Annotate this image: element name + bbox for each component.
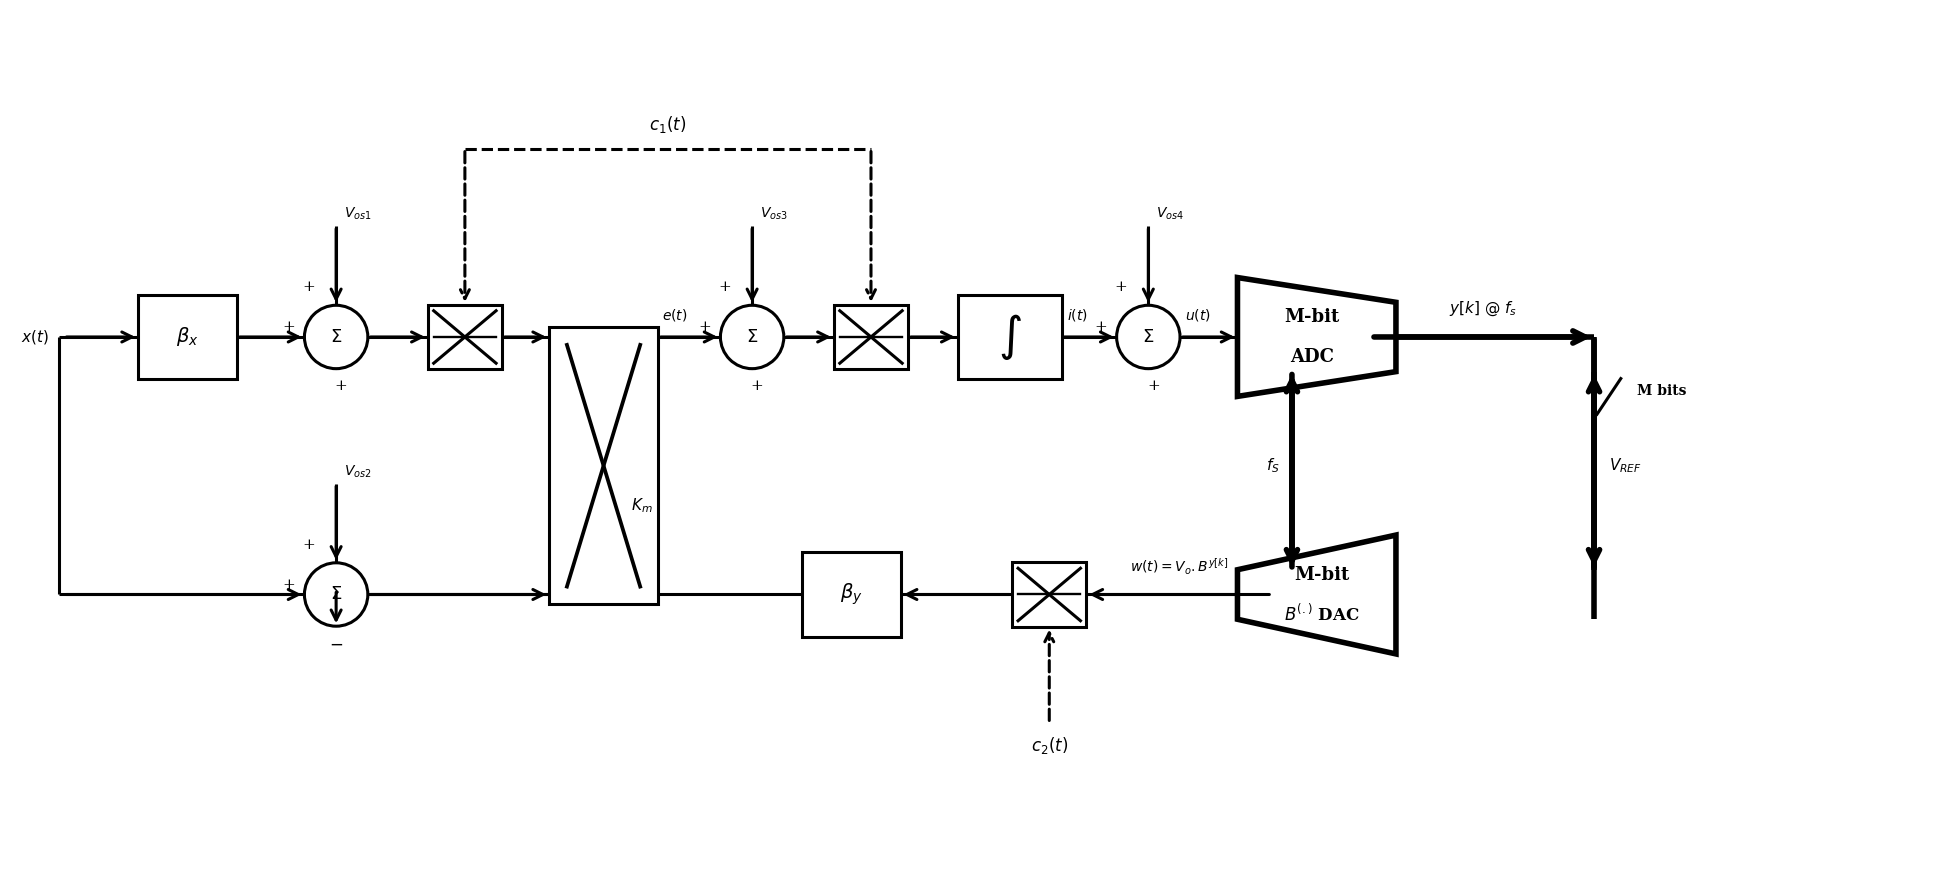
Text: $V_{os1}$: $V_{os1}$ [345,206,372,223]
Text: $\beta_x$: $\beta_x$ [175,326,199,349]
Polygon shape [1237,535,1397,653]
Text: +: + [302,538,316,552]
Text: $K_m$: $K_m$ [631,496,653,515]
Text: M-bit: M-bit [1293,566,1350,583]
Text: $e(t)$: $e(t)$ [662,307,688,323]
Text: $x(t)$: $x(t)$ [21,328,49,346]
Text: +: + [1147,379,1159,393]
Bar [1013,562,1087,626]
Bar [549,327,658,604]
Text: $u(t)$: $u(t)$ [1184,307,1212,323]
Text: $y[k]\ @\ f_s$: $y[k]\ @\ f_s$ [1449,300,1517,319]
Text: $\beta_y$: $\beta_y$ [840,582,863,607]
Text: +: + [282,577,294,591]
Text: $i(t)$: $i(t)$ [1068,307,1087,323]
Bar [429,305,503,369]
Bar [803,553,900,637]
Text: $c_1(t)$: $c_1(t)$ [649,114,686,135]
Text: +: + [1114,280,1128,294]
Text: $\Sigma$: $\Sigma$ [329,328,343,346]
Text: M bits: M bits [1636,385,1687,399]
Text: ADC: ADC [1290,348,1334,366]
Text: $\Sigma$: $\Sigma$ [746,328,758,346]
Text: $B^{(.)}$ DAC: $B^{(.)}$ DAC [1284,604,1360,625]
Text: +: + [750,379,764,393]
Circle shape [304,305,368,369]
Text: +: + [335,379,347,393]
Text: +: + [697,320,711,334]
Text: $\Sigma$: $\Sigma$ [329,585,343,604]
Polygon shape [1237,278,1397,397]
Text: $V_{os3}$: $V_{os3}$ [760,206,787,223]
Text: $\Sigma$: $\Sigma$ [1142,328,1155,346]
Circle shape [304,562,368,626]
Text: M-bit: M-bit [1284,308,1340,326]
Text: +: + [282,320,294,334]
Circle shape [721,305,783,369]
Text: $f_S$: $f_S$ [1266,456,1280,475]
Text: $w(t)=V_o.B^{y[k]}$: $w(t)=V_o.B^{y[k]}$ [1130,556,1229,577]
Text: $V_{os2}$: $V_{os2}$ [345,463,372,480]
Text: +: + [1095,320,1106,334]
Text: $c_2(t)$: $c_2(t)$ [1030,735,1068,756]
Bar [834,305,908,369]
Bar [958,295,1062,379]
Text: $V_{os4}$: $V_{os4}$ [1157,206,1184,223]
Text: +: + [302,280,316,294]
Circle shape [1116,305,1180,369]
Bar [138,295,238,379]
Text: $-$: $-$ [329,635,343,653]
Text: $\int$: $\int$ [997,312,1021,362]
Text: +: + [719,280,730,294]
Text: $V_{REF}$: $V_{REF}$ [1609,456,1642,475]
